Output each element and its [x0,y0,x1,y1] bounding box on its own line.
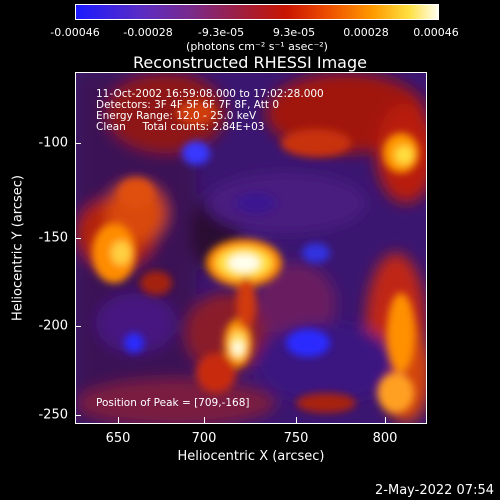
colorbar-units: (photons cm⁻² s⁻¹ asec⁻²) [186,40,328,53]
x-tick [296,417,297,423]
rhessi-image: 11-Oct-2002 16:59:08.000 to 17:02:28.000… [75,72,427,424]
y-tick-label: -250 [38,407,68,423]
y-tick [75,326,81,327]
x-tick-label: 800 [372,431,398,446]
x-tick-label: 700 [191,431,217,446]
y-tick [75,415,81,416]
y-axis-label: Heliocentric Y (arcsec) [10,175,26,321]
y-tick [75,143,81,144]
y-tick-label: -100 [38,135,68,151]
colorbar-tick-label: 0.00028 [343,26,389,39]
x-tick [204,417,205,423]
x-tick [118,417,119,423]
info-time-range: 11-Oct-2002 16:59:08.000 to 17:02:28.000 [96,88,324,100]
plot-title: Reconstructed RHESSI Image [133,53,367,72]
colorbar-tick-label: 9.3e-05 [272,26,316,39]
info-energy-range: Energy Range: 12.0 - 25.0 keV [96,110,257,122]
x-tick [385,417,386,423]
colorbar-tick-label: -0.00028 [123,26,173,39]
colorbar [75,4,439,20]
colorbar-tick-label: 0.00046 [413,26,459,39]
plot-timestamp: 2-May-2022 07:54 [375,483,494,498]
peak-position-text: Position of Peak = [709,-168] [96,397,250,409]
y-tick-label: -150 [38,230,68,246]
colorbar-tick-label: -0.00046 [50,26,100,39]
y-tick [75,238,81,239]
rhessi-image-map [76,73,426,423]
x-tick-label: 650 [105,431,131,446]
y-tick-label: -200 [38,318,68,334]
x-tick-label: 750 [283,431,309,446]
colorbar-tick-label: -9.3e-05 [197,26,245,39]
x-axis-label: Heliocentric X (arcsec) [177,449,325,464]
info-detectors: Detectors: 3F 4F 5F 6F 7F 8F, Att 0 [96,99,280,111]
info-clean-counts: Clean Total counts: 2.84E+03 [96,121,265,133]
